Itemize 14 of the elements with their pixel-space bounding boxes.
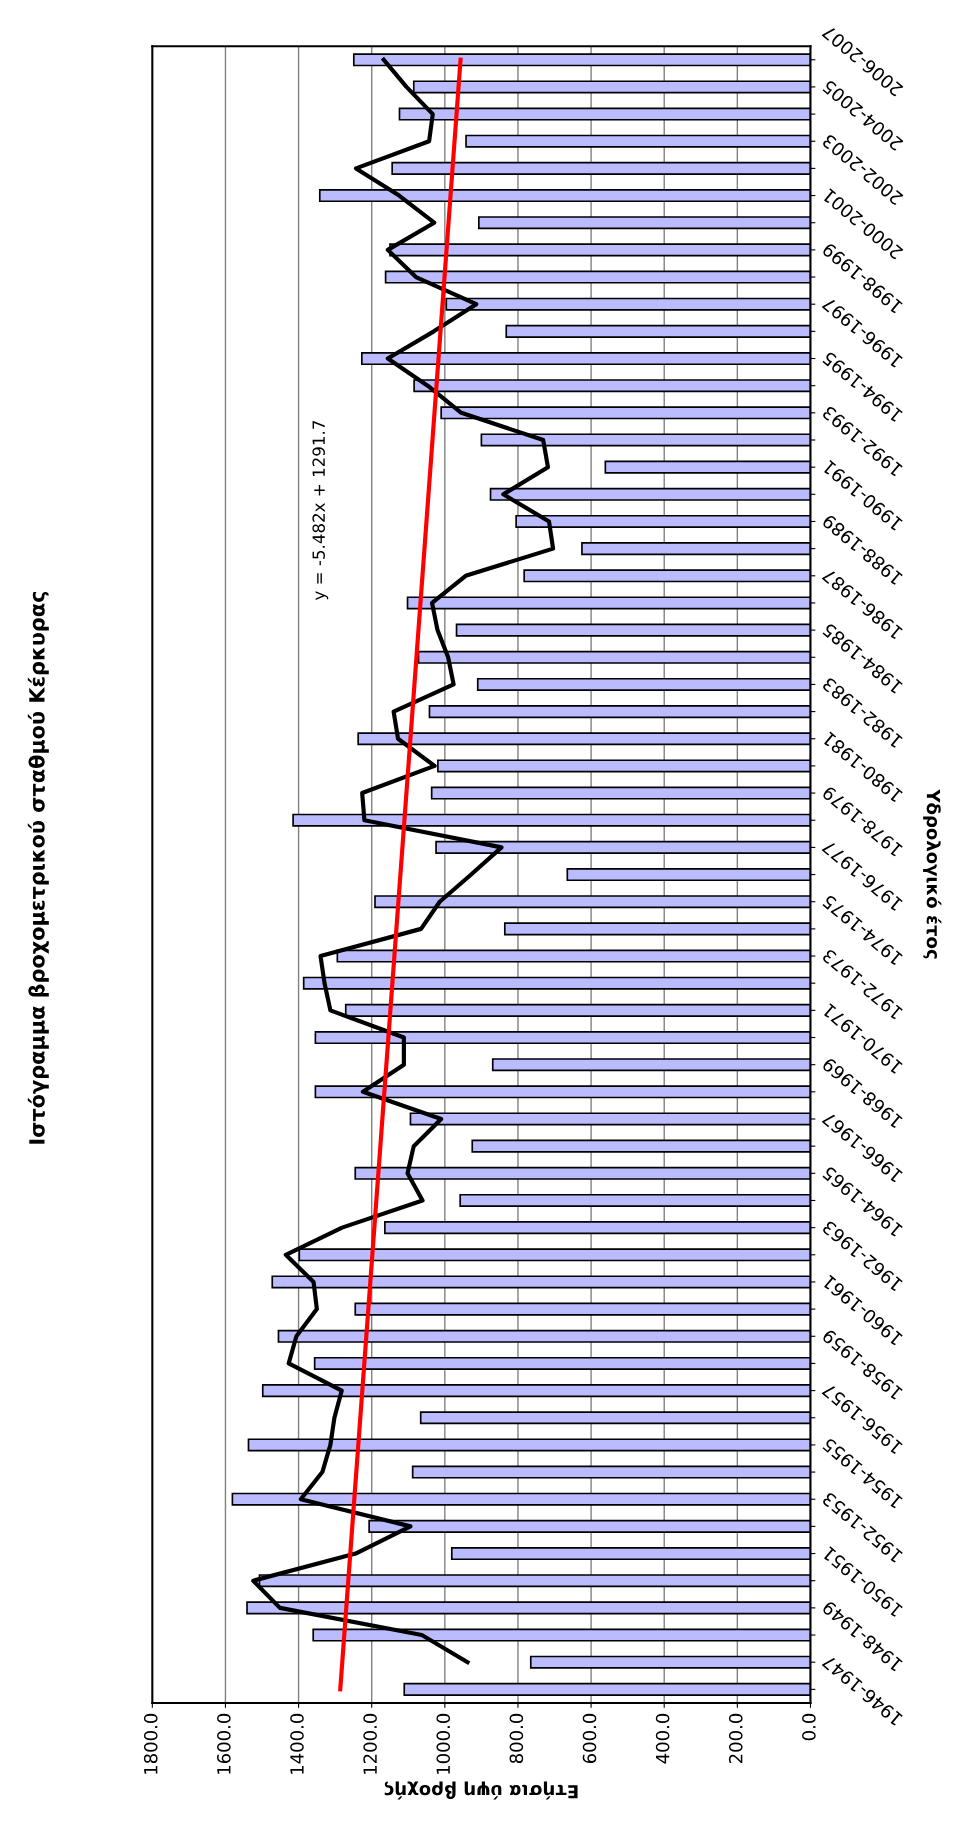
x-tick-label: 600.0 — [582, 1713, 597, 1764]
x-tick-label: 1000.0 — [436, 1713, 451, 1774]
x-tick-label: 1400.0 — [290, 1713, 304, 1774]
x-tick-label: 800.0 — [509, 1713, 524, 1764]
x-tick-label: 200.0 — [728, 1713, 743, 1764]
y-axis-title: Υδρολογικό έτος — [923, 789, 942, 959]
x-tick-label: 1600.0 — [217, 1713, 231, 1774]
text: Ιστόγραμμα βροχομετρικού σταθμού Κέρκυρας — [27, 591, 49, 1144]
x-tick-label: 1800.0 — [143, 1713, 158, 1774]
x-tick-label: 1200.0 — [363, 1713, 377, 1774]
x-axis-title: Ετήσια ύψη βροχής — [384, 1781, 578, 1800]
x-tick-label: 0.0 — [802, 1713, 816, 1741]
x-tick-label: 400.0 — [655, 1713, 670, 1764]
annotation: y = -5.482x + 1291.7 — [312, 421, 329, 601]
